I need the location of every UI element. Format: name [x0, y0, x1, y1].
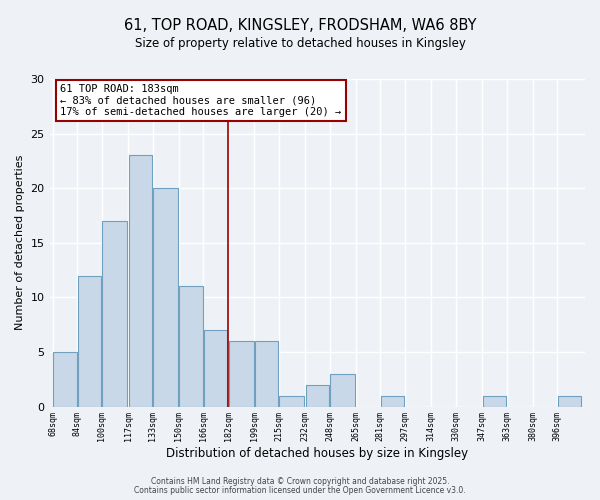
- Bar: [255, 341, 278, 406]
- Bar: [280, 396, 304, 406]
- Bar: [558, 396, 581, 406]
- Text: Contains HM Land Registry data © Crown copyright and database right 2025.: Contains HM Land Registry data © Crown c…: [151, 477, 449, 486]
- Bar: [153, 188, 178, 406]
- Bar: [128, 156, 152, 406]
- Bar: [78, 276, 101, 406]
- X-axis label: Distribution of detached houses by size in Kingsley: Distribution of detached houses by size …: [166, 447, 469, 460]
- Bar: [204, 330, 227, 406]
- Bar: [179, 286, 203, 406]
- Bar: [305, 384, 329, 406]
- Bar: [330, 374, 355, 406]
- Bar: [482, 396, 506, 406]
- Bar: [381, 396, 404, 406]
- Text: 61 TOP ROAD: 183sqm
← 83% of detached houses are smaller (96)
17% of semi-detach: 61 TOP ROAD: 183sqm ← 83% of detached ho…: [60, 84, 341, 117]
- Y-axis label: Number of detached properties: Number of detached properties: [15, 155, 25, 330]
- Bar: [53, 352, 77, 406]
- Text: Contains public sector information licensed under the Open Government Licence v3: Contains public sector information licen…: [134, 486, 466, 495]
- Bar: [103, 221, 127, 406]
- Bar: [229, 341, 254, 406]
- Text: 61, TOP ROAD, KINGSLEY, FRODSHAM, WA6 8BY: 61, TOP ROAD, KINGSLEY, FRODSHAM, WA6 8B…: [124, 18, 476, 32]
- Text: Size of property relative to detached houses in Kingsley: Size of property relative to detached ho…: [134, 38, 466, 51]
